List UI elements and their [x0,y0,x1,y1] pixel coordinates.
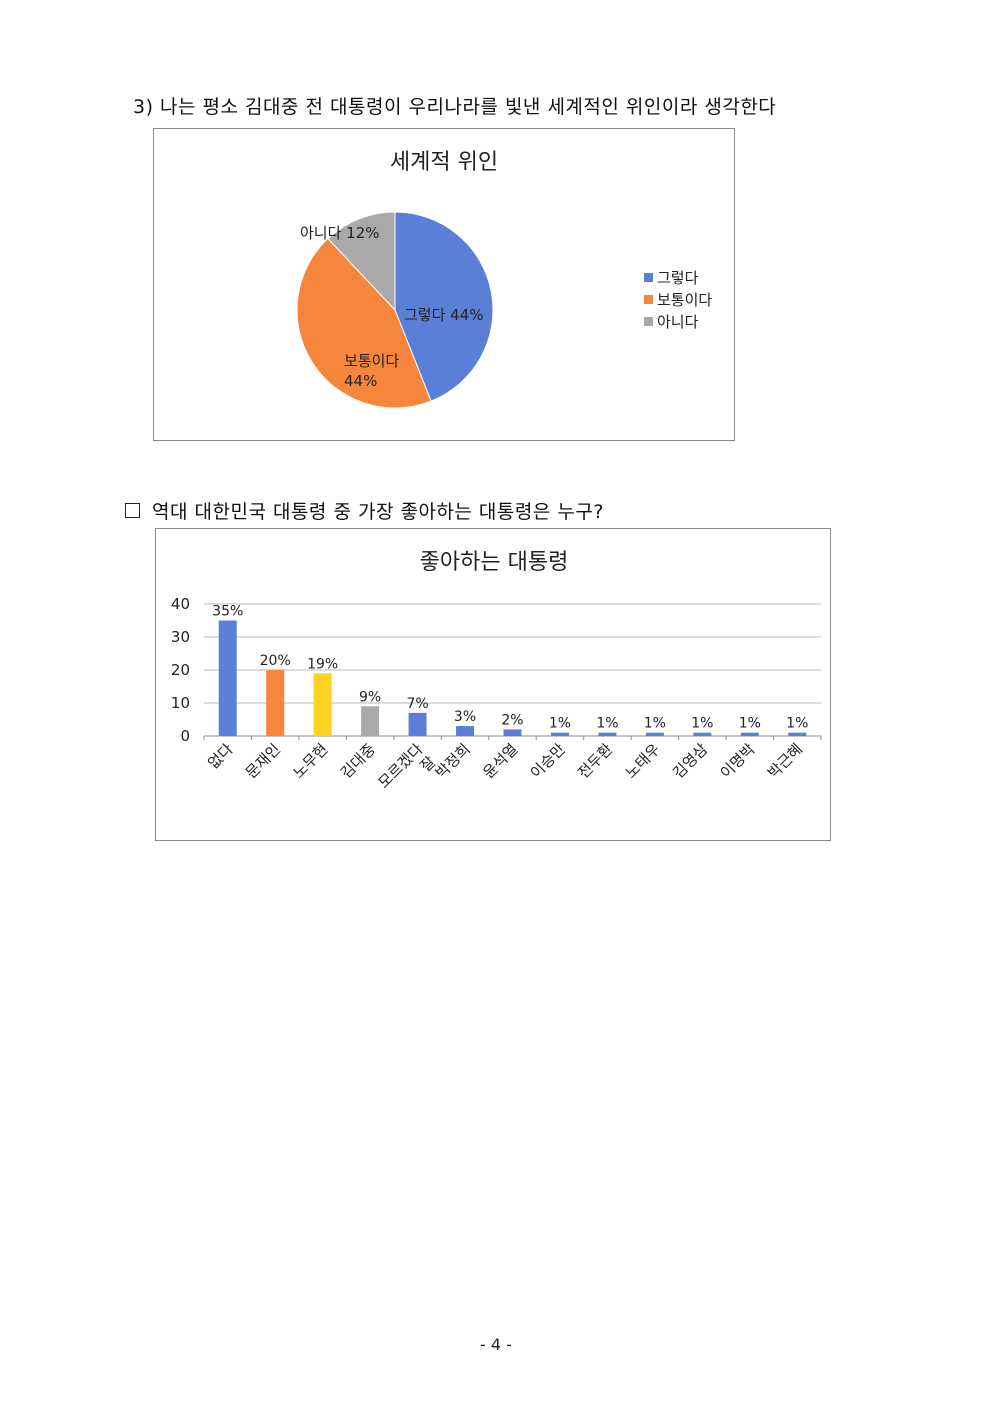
x-tick-label-6: 박정희 [432,740,474,782]
x-tick-label-1: 없다 [204,740,236,772]
question-4-heading: 역대 대한민국 대통령 중 가장 좋아하는 대통령은 누구? [125,497,604,524]
bar-9 [598,732,617,736]
x-tick-label-3: 노무현 [289,740,331,782]
bar-data-label-3: 19% [307,656,338,672]
bar-5 [408,712,427,736]
bar-2 [266,670,285,736]
bar-data-label-8: 1% [549,716,571,732]
pie-slice-2 [296,237,432,409]
bar-data-label-7: 2% [501,712,523,728]
pie-data-label-1: 그렇다 44% [404,306,484,324]
pie-chart-title: 세계적 위인 [390,150,498,175]
pie-data-label-3: 아니다 12% [300,224,380,242]
x-tick-label-4: 김대중 [337,740,379,782]
page-number: - 4 - [480,1335,512,1354]
bar-11 [693,732,712,736]
bar-data-label-6: 3% [454,709,476,725]
x-tick-label-10: 노태우 [622,740,664,782]
pie-slice-1 [394,211,494,402]
question-4-text: 역대 대한민국 대통령 중 가장 좋아하는 대통령은 누구? [152,501,604,523]
bar-chart-favorite-president: 좋아하는 대통령 0 10 20 30 40 35% 없다 20% 문재인 19% 노무현 9% 김대중 7… [155,528,831,841]
bar-1 [218,620,237,736]
bar-data-label-11: 1% [691,716,713,732]
y-tick-label-20: 20 [171,661,190,679]
y-tick-label-30: 30 [171,628,190,646]
x-tick-label-7: 윤석열 [479,740,521,782]
pie-legend-label-3: 아니다 [657,313,699,331]
bar-3 [313,673,332,736]
bar-7 [503,729,522,736]
bar-data-label-1: 35% [212,604,243,620]
bar-data-label-13: 1% [786,716,808,732]
y-tick-label-40: 40 [171,595,190,613]
pie-legend-label-2: 보통이다 [657,291,712,309]
x-tick-label-12: 이명박 [717,740,759,782]
y-tick-label-10: 10 [171,694,190,712]
bar-data-label-5: 7% [406,696,428,712]
bar-4 [361,706,380,736]
checkbox-icon [125,503,140,518]
pie-data-label-2: 보통이다 44% [344,352,399,390]
x-tick-label-5: 모르겠다잘 [375,740,440,805]
question-3-heading: 3) 나는 평소 김대중 전 대통령이 우리나라를 빛낸 세계적인 위인이라 생… [133,96,777,118]
bar-data-label-12: 1% [739,716,761,732]
bar-13 [788,732,807,736]
pie-legend-swatch-3 [644,317,653,326]
bar-8 [550,732,569,736]
y-tick-label-0: 0 [180,727,190,745]
x-tick-label-9: 전두환 [574,740,616,782]
bar-data-label-9: 1% [596,716,618,732]
bar-data-label-4: 9% [359,689,381,705]
x-tick-label-11: 김영삼 [669,740,711,782]
bar-data-label-10: 1% [644,716,666,732]
pie-legend-swatch-1 [644,273,653,282]
bar-12 [740,732,759,736]
bar-data-label-2: 20% [260,653,291,669]
x-tick-label-8: 이승만 [527,740,569,782]
x-tick-label-2: 문재인 [242,740,284,782]
pie-legend-swatch-2 [644,295,653,304]
bar-10 [645,732,664,736]
x-tick-label-13: 박근혜 [764,740,806,782]
pie-slice-3 [327,211,396,312]
pie-legend-label-1: 그렇다 [657,269,699,287]
bar-6 [456,726,475,736]
bar-chart-title: 좋아하는 대통령 [420,550,569,575]
bar-chart-canvas: 좋아하는 대통령 0 10 20 30 40 35% 없다 20% 문재인 19% 노무현 9% 김대중 7… [171,550,822,805]
